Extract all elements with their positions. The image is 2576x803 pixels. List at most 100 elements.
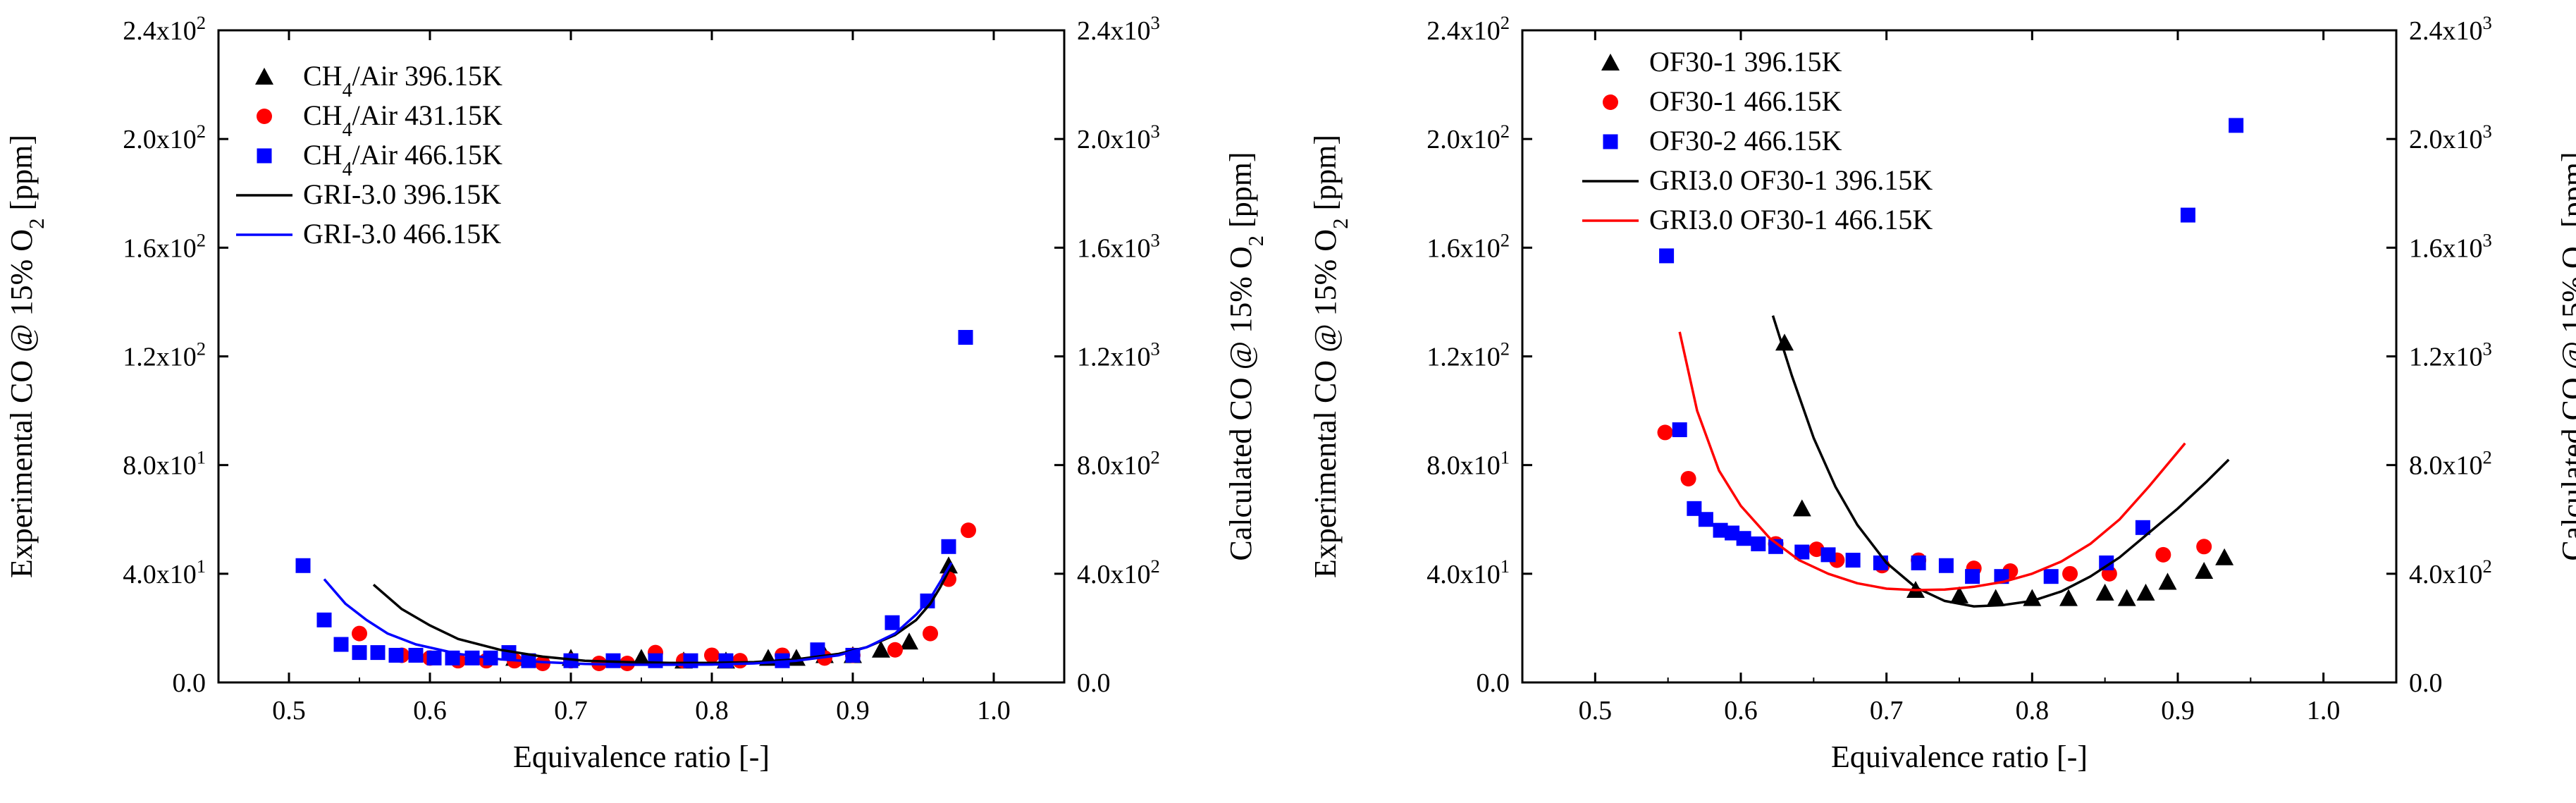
chart-panel-right: 0.5 0.6 0.7 0.8 0.9 1.00.04.0x1018.0x1011.2x1… bbox=[1308, 12, 2576, 774]
y-left-tick-label-part: 2 bbox=[1500, 12, 1510, 33]
y-left-tick-label-part: 2 bbox=[197, 338, 206, 360]
x-tick-label: 0.5 bbox=[1579, 696, 1613, 725]
legend-label-part: CH bbox=[303, 139, 343, 171]
data-point bbox=[2095, 583, 2114, 601]
data-point bbox=[885, 615, 900, 630]
y-left-tick-label-part: 0.0 bbox=[1477, 668, 1510, 698]
y-right-tick-label: 1.6x103 bbox=[2409, 229, 2492, 263]
legend-label-part: OF30-1 396.15K bbox=[1649, 46, 1842, 78]
data-point bbox=[2136, 583, 2155, 601]
data-point bbox=[2062, 565, 2078, 582]
legend-label-part: GRI3.0 OF30-1 466.15K bbox=[1649, 204, 1933, 235]
data-point bbox=[1672, 422, 1687, 438]
y-right-axis-label-part: [ppm] bbox=[2556, 152, 2576, 235]
y-right-tick-label: 8.0x102 bbox=[2409, 447, 2492, 481]
legend-label-part: GRI-3.0 396.15K bbox=[303, 178, 501, 210]
y-left-tick-label: 2.0x102 bbox=[123, 121, 206, 154]
x-tick-label-part: 0.8 bbox=[2016, 696, 2050, 725]
x-axis-label: Equivalence ratio [-] bbox=[1831, 740, 2088, 774]
y-left-axis-label-part: [ppm] bbox=[1308, 135, 1343, 219]
y-right-axis-label-part: Calculated CO @ 15% O bbox=[1224, 246, 1258, 560]
data-point bbox=[1680, 470, 1696, 486]
y-left-tick-label: 1.6x102 bbox=[123, 229, 206, 263]
y-right-tick-label: 8.0x102 bbox=[1077, 447, 1160, 481]
y-right-tick-label: 0.0 bbox=[1077, 668, 1111, 698]
data-point bbox=[1659, 248, 1675, 264]
data-point bbox=[1820, 547, 1836, 563]
legend-swatch-marker bbox=[1603, 134, 1618, 149]
x-axis-label: Equivalence ratio [-] bbox=[513, 740, 770, 774]
data-point bbox=[295, 558, 311, 573]
y-right-tick-label-part: 1.6x10 bbox=[1077, 233, 1151, 263]
series-line bbox=[1771, 315, 2230, 608]
series-0 bbox=[1775, 333, 2234, 606]
series-4 bbox=[323, 562, 953, 666]
data-point bbox=[1751, 536, 1766, 551]
y-left-tick-label-part: 2.0x10 bbox=[1426, 125, 1500, 154]
y-left-tick-label-part: 2 bbox=[1500, 229, 1510, 250]
legend-label: CH4/Air 466.15K bbox=[303, 139, 503, 180]
data-point bbox=[2099, 555, 2114, 570]
y-left-axis-label-part: 2 bbox=[25, 219, 49, 229]
data-point bbox=[887, 642, 903, 658]
x-tick-label: 0.9 bbox=[2161, 696, 2195, 725]
series-3 bbox=[372, 570, 950, 665]
y-right-tick-label: 1.2x103 bbox=[2409, 338, 2492, 372]
x-tick-label-part: 0.9 bbox=[836, 696, 870, 725]
y-right-axis-label-part: [ppm] bbox=[1224, 152, 1258, 235]
y-left-axis-label-part: 2 bbox=[1329, 219, 1352, 229]
data-point bbox=[535, 656, 550, 672]
legend-label: GRI-3.0 396.15K bbox=[303, 178, 501, 210]
legend-swatch-marker bbox=[1601, 54, 1620, 71]
y-left-tick-label-part: 2 bbox=[197, 229, 206, 250]
data-point bbox=[2135, 520, 2150, 535]
data-point bbox=[333, 637, 349, 652]
data-point bbox=[1687, 501, 1702, 516]
y-left-tick-label: 8.0x101 bbox=[123, 447, 206, 481]
y-right-tick-label-part: 8.0x10 bbox=[2409, 451, 2483, 481]
legend-swatch-marker bbox=[257, 109, 272, 124]
data-point bbox=[2196, 539, 2212, 555]
legend-label-part: GRI-3.0 466.15K bbox=[303, 218, 501, 250]
data-point bbox=[1808, 541, 1825, 558]
data-point bbox=[352, 625, 367, 642]
y-right-tick-label: 4.0x102 bbox=[2409, 556, 2492, 589]
y-left-tick-label-part: 4.0x10 bbox=[123, 560, 197, 589]
y-right-tick-label: 2.0x103 bbox=[2409, 121, 2492, 154]
y-right-tick-label-part: 3 bbox=[1151, 338, 1160, 360]
y-left-tick-label: 2.4x102 bbox=[1426, 12, 1510, 46]
y-left-tick-label-part: 1.2x10 bbox=[1426, 343, 1500, 372]
y-left-axis-label-part: [ppm] bbox=[4, 135, 39, 219]
y-right-tick-label-part: 3 bbox=[1151, 121, 1160, 142]
x-tick-label-part: 0.7 bbox=[554, 696, 588, 725]
y-left-tick-label-part: 8.0x10 bbox=[123, 451, 197, 481]
legend-label: CH4/Air 396.15K bbox=[303, 60, 503, 102]
data-point bbox=[1911, 555, 1926, 570]
legend-label: GRI-3.0 466.15K bbox=[303, 218, 501, 250]
data-point bbox=[810, 642, 825, 658]
data-point bbox=[2059, 589, 2078, 606]
y-left-tick-label: 4.0x101 bbox=[1426, 556, 1510, 589]
data-point bbox=[1698, 512, 1713, 527]
y-right-tick-label-part: 2.0x10 bbox=[2409, 125, 2483, 154]
data-point bbox=[370, 645, 386, 661]
y-right-tick-label-part: 2 bbox=[1151, 447, 1160, 468]
legend-label-part: OF30-2 466.15K bbox=[1649, 125, 1842, 157]
y-right-tick-label-part: 1.6x10 bbox=[2409, 233, 2483, 263]
data-point bbox=[2229, 118, 2244, 133]
data-point bbox=[1657, 424, 1673, 441]
legend: OF30-1 396.15K OF30-1 466.15K OF30-2 466.1… bbox=[1582, 46, 1933, 235]
x-tick-label: 0.7 bbox=[1870, 696, 1904, 725]
data-point bbox=[464, 650, 480, 666]
data-point bbox=[426, 650, 442, 666]
x-tick-label-part: 0.6 bbox=[1724, 696, 1758, 725]
legend-label: OF30-1 466.15K bbox=[1649, 85, 1842, 117]
y-right-tick-label-part: 0.0 bbox=[2409, 668, 2443, 698]
y-left-tick-label-part: 2.4x10 bbox=[1426, 16, 1500, 46]
legend-swatch-marker bbox=[1603, 94, 1618, 110]
y-right-tick-label: 1.2x103 bbox=[1077, 338, 1160, 372]
y-left-tick-label-part: 2 bbox=[197, 12, 206, 33]
y-right-tick-label-part: 2 bbox=[2483, 556, 2492, 577]
y-right-tick-label-part: 0.0 bbox=[1077, 668, 1111, 698]
